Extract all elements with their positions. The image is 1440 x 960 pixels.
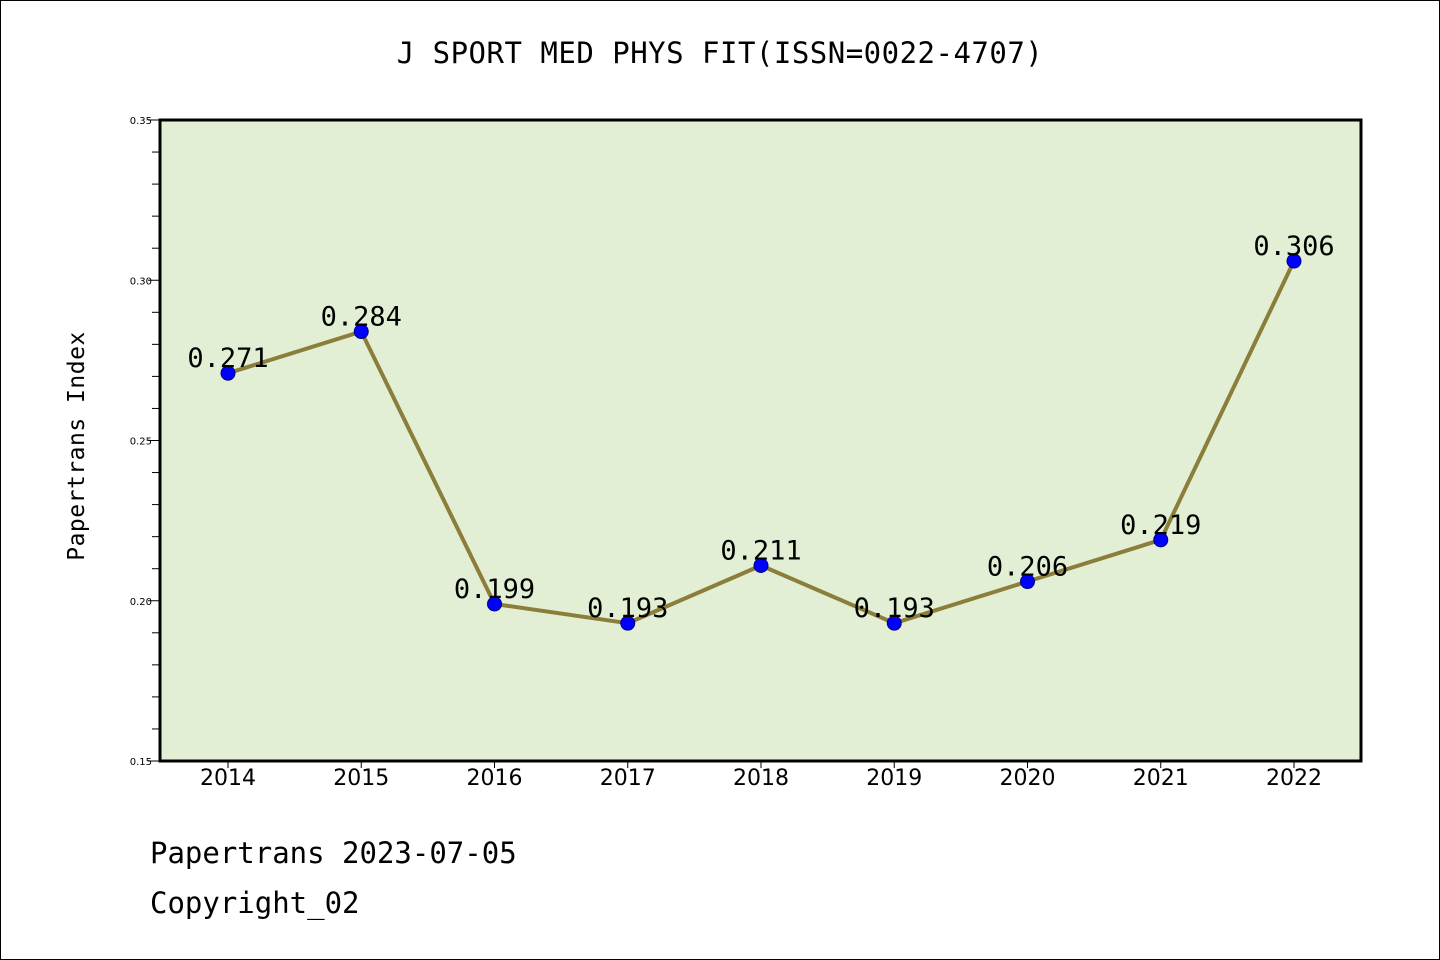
x-tick-label: 2014 <box>200 766 256 791</box>
data-label: 0.219 <box>1120 510 1201 541</box>
y-tick-label: 0.15 <box>130 757 152 768</box>
data-point <box>220 365 236 381</box>
footer-copyright: Copyright_02 <box>150 886 360 920</box>
data-label: 0.193 <box>587 593 668 624</box>
y-tick-label: 0.20 <box>130 597 152 608</box>
data-point <box>886 615 902 631</box>
y-axis-ticks: 0.15 0.20 0.25 0.30 0.35 <box>130 116 160 768</box>
chart-title: J SPORT MED PHYS FIT(ISSN=0022-4707) <box>396 36 1044 70</box>
data-point <box>1286 253 1302 269</box>
y-tick-label: 0.35 <box>130 116 152 127</box>
x-tick-label: 2020 <box>1000 766 1056 791</box>
y-tick-label: 0.30 <box>130 276 152 287</box>
x-tick-label: 2017 <box>600 766 656 791</box>
data-label: 0.271 <box>187 343 268 374</box>
data-labels: 0.271 0.284 0.199 0.193 0.211 0.193 0.206 0.219… <box>187 231 1334 624</box>
data-point <box>1020 574 1035 590</box>
data-label: 0.284 <box>321 302 402 333</box>
x-tick-label: 2019 <box>866 766 922 791</box>
data-point <box>753 557 769 573</box>
data-points <box>220 253 1302 631</box>
data-label: 0.199 <box>454 574 535 605</box>
y-tick-label: 0.25 <box>130 437 152 448</box>
data-point <box>1153 532 1169 548</box>
x-tick-label: 2018 <box>733 766 789 791</box>
data-point <box>487 596 502 612</box>
data-label: 0.211 <box>720 535 801 566</box>
x-tick-label: 2021 <box>1133 766 1189 791</box>
x-tick-label: 2022 <box>1266 766 1322 791</box>
data-label: 0.193 <box>854 593 935 624</box>
plot-border <box>158 118 1363 763</box>
plot-area <box>160 120 1361 761</box>
data-point <box>353 324 369 340</box>
x-axis-ticks: 2014 2015 2016 2017 2018 2019 2020 2021 2022 <box>200 761 1322 791</box>
x-tick-label: 2015 <box>333 766 389 791</box>
data-point <box>620 615 636 631</box>
data-label: 0.306 <box>1253 231 1334 262</box>
data-label: 0.206 <box>987 552 1068 583</box>
footer-date: Papertrans 2023-07-05 <box>150 836 517 870</box>
x-tick-label: 2016 <box>467 766 523 791</box>
